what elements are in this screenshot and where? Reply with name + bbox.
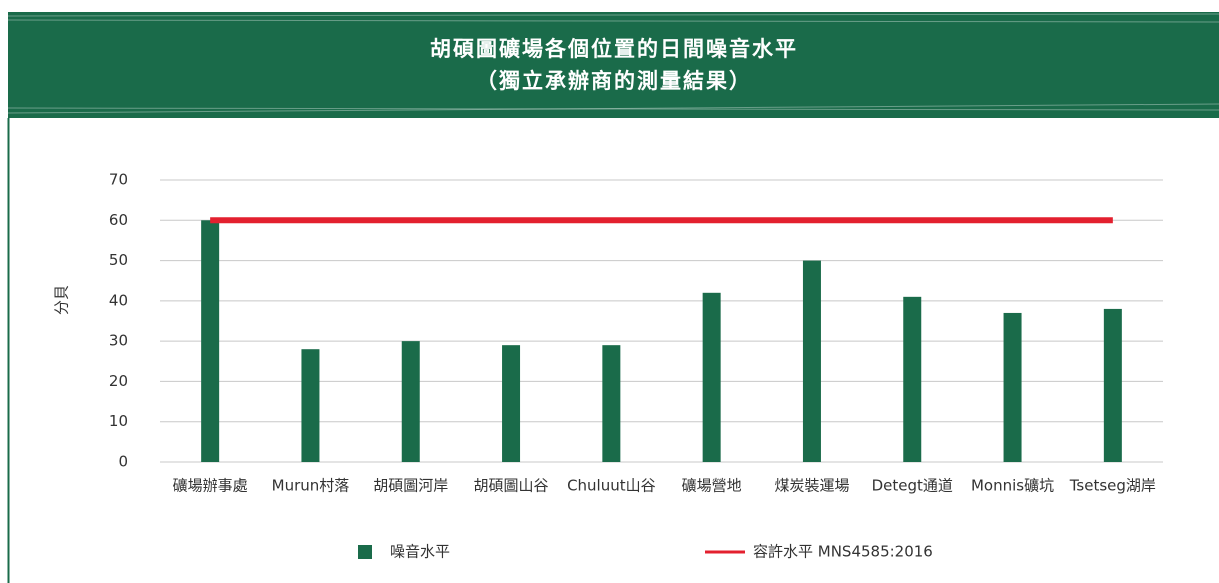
y-axis-label: 分貝 bbox=[53, 285, 71, 315]
bar bbox=[1003, 312, 1022, 462]
y-tick-label: 40 bbox=[109, 291, 128, 309]
chart-subtitle: （獨立承辦商的測量結果） bbox=[476, 69, 752, 93]
x-tick-label: Detegt通道 bbox=[872, 477, 953, 495]
y-tick-label: 60 bbox=[109, 211, 128, 229]
bar bbox=[401, 341, 420, 462]
y-tick-label: 70 bbox=[109, 171, 128, 189]
bar bbox=[903, 296, 922, 462]
bar bbox=[1103, 308, 1122, 462]
x-tick-label: Tsetseg湖岸 bbox=[1069, 477, 1156, 495]
bar bbox=[301, 349, 320, 462]
chart-title: 胡碩圖礦場各個位置的日間噪音水平 bbox=[430, 37, 798, 61]
header-band bbox=[8, 12, 1219, 118]
x-tick-label: 礦場辦事處 bbox=[173, 477, 248, 495]
x-tick-label: Murun村落 bbox=[272, 477, 350, 495]
bar bbox=[201, 220, 220, 462]
legend-label: 容許水平 MNS4585:2016 bbox=[753, 543, 933, 561]
x-tick-label: 胡碩圖河岸 bbox=[373, 477, 448, 495]
y-tick-label: 50 bbox=[109, 251, 128, 269]
y-tick-label: 0 bbox=[118, 453, 128, 471]
legend-swatch bbox=[358, 545, 372, 559]
y-tick-label: 10 bbox=[109, 412, 128, 430]
x-tick-label: 胡碩圖山谷 bbox=[474, 477, 549, 495]
x-tick-label: 煤炭裝運場 bbox=[774, 477, 849, 495]
bar bbox=[602, 345, 621, 462]
bar bbox=[502, 345, 521, 462]
bar bbox=[802, 260, 821, 462]
header-texture bbox=[7, 13, 1219, 114]
y-tick-label: 20 bbox=[109, 372, 128, 390]
x-tick-label: Monnis礦坑 bbox=[971, 477, 1054, 495]
x-tick-label: 礦場營地 bbox=[682, 477, 742, 495]
bar bbox=[702, 292, 721, 462]
y-tick-label: 30 bbox=[109, 332, 128, 350]
legend-label: 噪音水平 bbox=[390, 543, 450, 561]
x-tick-label: Chuluut山谷 bbox=[567, 477, 656, 495]
